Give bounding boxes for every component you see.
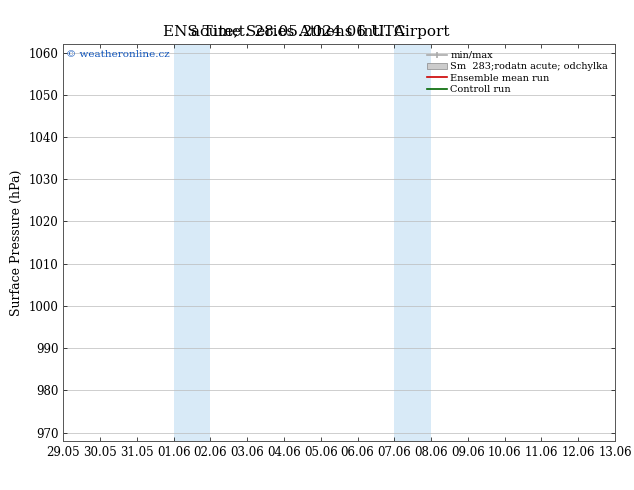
Bar bbox=[174, 44, 210, 441]
Bar bbox=[394, 44, 431, 441]
Text: ENS Time Series Athens Intl. Airport: ENS Time Series Athens Intl. Airport bbox=[163, 25, 449, 39]
Text: © weatheronline.cz: © weatheronline.cz bbox=[66, 50, 170, 59]
Legend: min/max, Sm  283;rodatn acute; odchylka, Ensemble mean run, Controll run: min/max, Sm 283;rodatn acute; odchylka, … bbox=[425, 49, 610, 96]
Text: acute;t. 28.05.2024 06 UTC: acute;t. 28.05.2024 06 UTC bbox=[191, 25, 405, 39]
Y-axis label: Surface Pressure (hPa): Surface Pressure (hPa) bbox=[10, 170, 23, 316]
